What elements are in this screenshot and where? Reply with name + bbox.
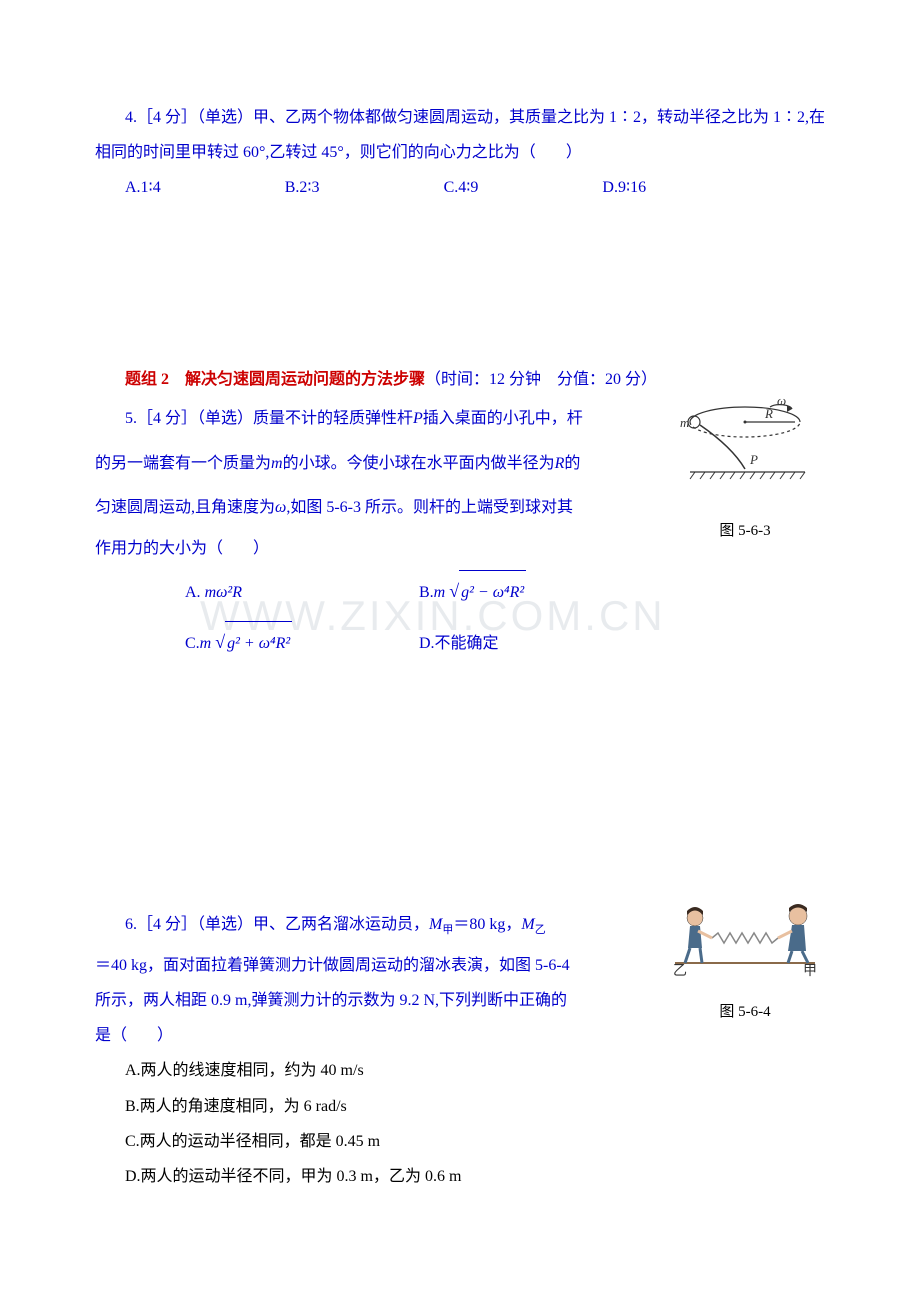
- q4-options: A.1∶4 B.2∶3 C.4∶9 D.9∶16: [95, 170, 825, 205]
- q4-stem-text: 4.［4 分］（单选）甲、乙两个物体都做匀速圆周运动，其质量之比为 1∶2，转动…: [95, 109, 825, 161]
- question-6: 乙 甲 图 5-6-4 6.［4 分］（单选）甲、乙两名溜冰运动员，M甲＝80 …: [95, 903, 825, 1194]
- q6-m-jia: M甲: [429, 916, 453, 933]
- q5-line2-b: 的小球。今使小球在水平面内做半径为: [283, 455, 555, 472]
- q5-line3-a: 匀速圆周运动,且角速度为: [95, 499, 275, 516]
- q5-var-p: P: [413, 410, 423, 427]
- group2-meta: （时间：12 分钟 分值：20 分）: [425, 371, 657, 388]
- q6-options: A.两人的线速度相同，约为 40 m/s B.两人的角速度相同，为 6 rad/…: [95, 1053, 825, 1194]
- q6-option-a: A.两人的线速度相同，约为 40 m/s: [125, 1053, 825, 1088]
- diagram-omega-label: ω: [777, 397, 786, 408]
- figure-5-6-3-caption: 图 5-6-3: [665, 515, 825, 548]
- q4-stem: 4.［4 分］（单选）甲、乙两个物体都做匀速圆周运动，其质量之比为 1∶2，转动…: [95, 100, 825, 170]
- question-4: 4.［4 分］（单选）甲、乙两个物体都做匀速圆周运动，其质量之比为 1∶2，转动…: [95, 100, 825, 206]
- group2-header: 题组 2 解决匀速圆周运动问题的方法步骤（时间：12 分钟 分值：20 分）: [95, 362, 825, 397]
- q5-var-m: m: [271, 455, 283, 472]
- question-5: ω R m P: [95, 397, 825, 667]
- q5-line4-suffix: ）: [253, 540, 269, 557]
- figure-5-6-4: 乙 甲 图 5-6-4: [665, 903, 825, 1029]
- q5-line4-text: 作用力的大小为（: [95, 540, 223, 557]
- q5-line2-c: 的: [564, 455, 580, 472]
- q6-option-d: D.两人的运动半径不同，甲为 0.3 m，乙为 0.6 m: [125, 1159, 825, 1194]
- q5-line1-a: 5.［4 分］（单选）质量不计的轻质弹性杆: [125, 410, 413, 427]
- q5-option-b: B.m √g² − ω⁴R²: [419, 584, 526, 601]
- q5-var-omega: ω: [275, 499, 286, 516]
- q6-line4-text: 是（: [95, 1027, 127, 1044]
- diagram-r-label: R: [764, 406, 773, 421]
- q5-line1-b: 插入桌面的小孔中，杆: [423, 410, 583, 427]
- gap-after-q5: [95, 703, 825, 903]
- q4-option-b: B.2∶3: [285, 170, 320, 205]
- group2-title: 题组 2 解决匀速圆周运动问题的方法步骤: [125, 371, 425, 388]
- diagram-5-6-4-svg: 乙 甲: [670, 903, 820, 978]
- figure-5-6-3: ω R m P: [665, 397, 825, 548]
- q6-option-b: B.两人的角速度相同，为 6 rad/s: [125, 1089, 825, 1124]
- q5-line2-a: 的另一端套有一个质量为: [95, 455, 271, 472]
- q5-option-c: C.m √g² + ω⁴R²: [185, 617, 415, 667]
- q5-option-a: A. mω²R: [185, 571, 415, 616]
- q5-options-row1: A. mω²R B.m √g² − ω⁴R²: [95, 566, 825, 616]
- q5-option-d: D.不能确定: [419, 635, 499, 652]
- diagram-5-6-3-svg: ω R m P: [670, 397, 820, 497]
- diagram-yi-label: 乙: [673, 963, 687, 978]
- diagram-m-label: m: [680, 415, 689, 430]
- q6-m-yi: M乙: [521, 916, 545, 933]
- q6-line4-suffix: ）: [157, 1027, 173, 1044]
- q5-var-r: R: [555, 455, 565, 472]
- q6-option-c: C.两人的运动半径相同，都是 0.45 m: [125, 1124, 825, 1159]
- figure-5-6-4-caption: 图 5-6-4: [665, 996, 825, 1029]
- page-content: 4.［4 分］（单选）甲、乙两个物体都做匀速圆周运动，其质量之比为 1∶2，转动…: [95, 100, 825, 1194]
- q4-option-a: A.1∶4: [125, 170, 161, 205]
- q6-line1-b: ＝80 kg，: [453, 916, 521, 933]
- q4-stem-suffix: ）: [566, 144, 582, 161]
- q4-option-c: C.4∶9: [444, 170, 479, 205]
- q6-line1-a: 6.［4 分］（单选）甲、乙两名溜冰运动员，: [125, 916, 429, 933]
- gap-after-q4: [95, 242, 825, 362]
- diagram-jia-label: 甲: [803, 964, 817, 978]
- q5-line3-b: ,如图 5-6-3 所示。则杆的上端受到球对其: [286, 499, 573, 516]
- q4-option-d: D.9∶16: [602, 170, 646, 205]
- diagram-p-label: P: [749, 452, 758, 467]
- q5-options-row2: C.m √g² + ω⁴R² D.不能确定: [95, 617, 825, 667]
